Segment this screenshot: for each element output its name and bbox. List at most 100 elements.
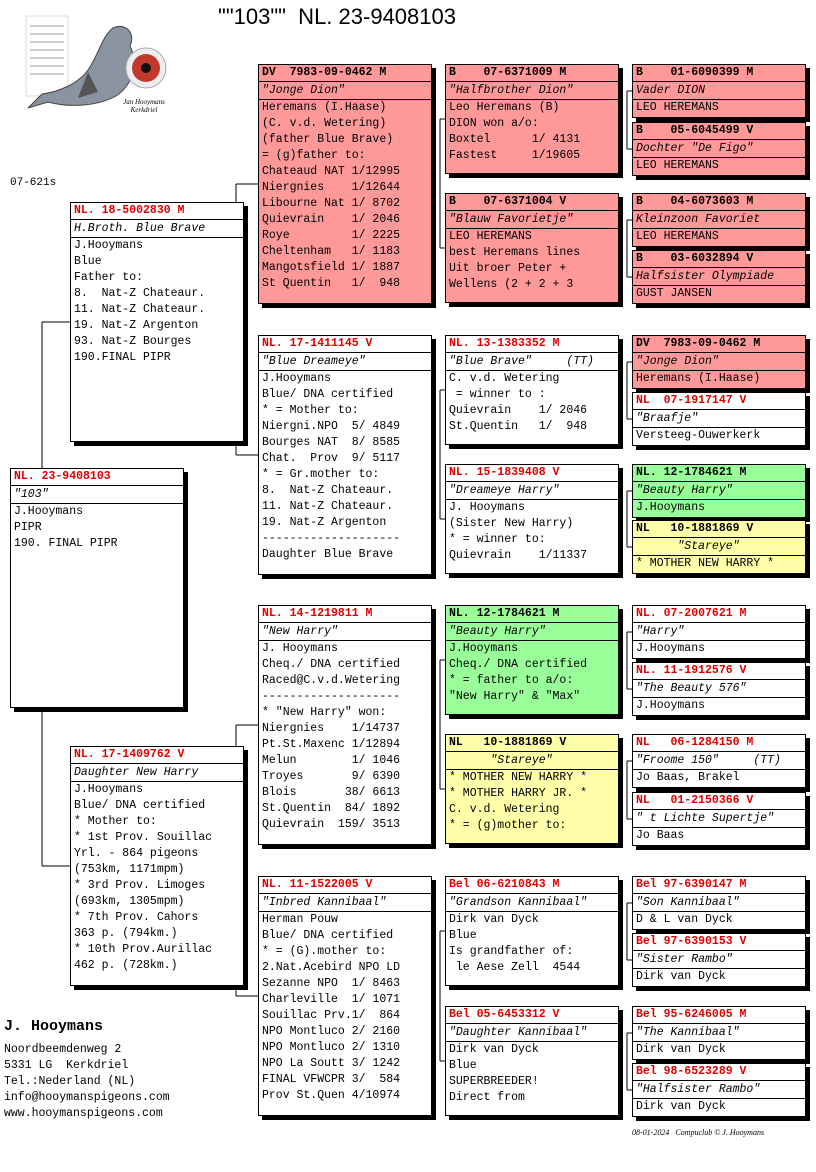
info-line: C. v.d. Wetering: [449, 803, 560, 816]
info-line: * MOTHER HARRY JR. *: [449, 787, 588, 800]
info-line: Libourne Nat 1/ 8702: [262, 197, 401, 210]
info-line: * Mother to:: [74, 815, 157, 828]
pedigree-box: NL. 15-1839408 V "Dreameye Harry" J. Hooym…: [445, 464, 619, 574]
info-line: J.Hooymans: [636, 501, 706, 514]
info-line: 93. Nat-Z Bourges: [74, 335, 192, 348]
info-line: (C. v.d. Wetering): [262, 117, 387, 130]
info-line: PIPR: [14, 521, 42, 534]
pigeon-name: "Stareye": [449, 754, 553, 767]
info-line: Blue: [74, 255, 102, 268]
pigeon-info: * MOTHER NEW HARRY * * MOTHER HARRY JR. *…: [446, 769, 618, 834]
pigeon-info: LEO HEREMANS best Heremans lines Uit broer…: [446, 228, 618, 293]
ring-number: NL 01-2150366 V: [633, 793, 805, 810]
info-line: Blue: [449, 929, 477, 942]
pedigree-box: Bel 06-6210843 M "Grandson Kannibaal" Dirk…: [445, 876, 619, 986]
info-line: Roye 1/ 2225: [262, 229, 401, 242]
pedigree-box: Bel 05-6453312 V "Daughter Kannibaal" Dirk…: [445, 1006, 619, 1116]
pigeon-info: LEO HEREMANS: [633, 157, 805, 174]
info-line: (693km, 1305mpm): [74, 895, 185, 908]
pedigree-box: B 07-6371009 M "Halfbrother Dion" Leo Here…: [445, 64, 619, 174]
pedigree-box: NL. 11-1522005 V "Inbred Kannibaal" Herman…: [258, 876, 432, 1116]
info-line: 19. Nat-Z Argenton: [74, 319, 199, 332]
pigeon-name: "Froome 150" (TT): [636, 754, 781, 767]
info-line: 363 p. (794km.): [74, 927, 178, 940]
info-line: Niergnies 1/12644: [262, 181, 401, 194]
logo: Jan Hooymans Kerkdriel: [25, 15, 167, 114]
pigeon-info: Dirk van Dyck Blue SUPERBREEDER! Direct fro…: [446, 1041, 618, 1106]
pigeon-name: "Halfbrother Dion": [449, 84, 574, 97]
info-line: Chateaud NAT 1/12995: [262, 165, 401, 178]
pigeon-name: "Sister Rambo": [636, 953, 733, 966]
info-line: Yrl. - 864 pigeons: [74, 847, 199, 860]
ring-number: NL 10-1881869 V: [446, 735, 618, 752]
info-line: Blue: [449, 1059, 477, 1072]
info-line: LEO HEREMANS: [449, 230, 532, 243]
ring-number: NL. 11-1522005 V: [259, 877, 431, 894]
info-line: Niergnies 1/14737: [262, 722, 401, 735]
pigeon-name: "Blue Dreameye": [262, 355, 366, 368]
info-line: Wellens (2 + 2 + 3: [449, 278, 574, 291]
info-line: Dirk van Dyck: [636, 970, 726, 983]
info-line: Quievrain 1/ 2046: [262, 213, 401, 226]
info-line: Dirk van Dyck: [636, 1100, 726, 1113]
pigeon-info: Dirk van Dyck: [633, 1098, 805, 1115]
info-line: Father to:: [74, 271, 144, 284]
pedigree-box: B 07-6371004 V "Blauw Favorietje" LEO HERE…: [445, 193, 619, 303]
info-line: (Sister New Harry): [449, 517, 574, 530]
info-line: J. Hooymans: [449, 501, 525, 514]
info-line: DION won a/o:: [449, 117, 539, 130]
pigeon-name: "The Beauty 576": [636, 682, 747, 695]
eye-pupil: [141, 63, 151, 73]
info-line: Niergni.NPO 5/ 4849: [262, 420, 401, 433]
pigeon-name: "Son Kannibaal": [636, 896, 740, 909]
pigeon-info: J. Hooymans (Sister New Harry) * = winner …: [446, 499, 618, 564]
logo-place: Kerkdriel: [130, 106, 158, 114]
pigeon-info: Jo Baas: [633, 827, 805, 844]
info-line: St.Quentin 84/ 1892: [262, 802, 401, 815]
pigeon-info: Heremans (I.Haase) (C. v.d. Wetering) (fat…: [259, 99, 431, 292]
info-line: * = father to a/o:: [449, 674, 574, 687]
info-line: J.Hooymans: [14, 505, 84, 518]
pedigree-box: B 04-6073603 M Kleinzoon Favoriet LEO HERE…: [632, 193, 806, 247]
info-line: --------------------: [262, 532, 401, 545]
info-line: Souillac Prv.1/ 864: [262, 1009, 401, 1022]
info-line: Heremans (I.Haase): [636, 372, 761, 385]
pigeon-info: J.Hooymans Blue/ DNA certified * = Mother …: [259, 370, 431, 563]
info-line: NPO Montluco 2/ 1310: [262, 1041, 401, 1054]
info-line: Mangotsfield 1/ 1887: [262, 261, 401, 274]
info-line: * 3rd Prov. Limoges: [74, 879, 206, 892]
pigeon-name: "Beauty Harry": [636, 484, 733, 497]
info-line: J.Hooymans: [636, 642, 706, 655]
info-line: 190. FINAL PIPR: [14, 537, 118, 550]
pedigree-box: Bel 95-6246005 M "The Kannibaal" Dirk van …: [632, 1006, 806, 1060]
info-line: * = winner to:: [449, 533, 546, 546]
pigeon-name: Daughter New Harry: [74, 766, 199, 779]
pedigree-box: NL. 12-1784621 M "Beauty Harry" J.Hooymans…: [445, 605, 619, 715]
ring-number: NL. 14-1219811 M: [259, 606, 431, 623]
info-line: 11. Nat-Z Chateaur.: [262, 500, 394, 513]
pedigree-box: Bel 97-6390147 M "Son Kannibaal" D & L van…: [632, 876, 806, 930]
ring-number: NL. 12-1784621 M: [446, 606, 618, 623]
pedigree-box: Bel 98-6523289 V "Halfsister Rambo" Dirk v…: [632, 1063, 806, 1117]
pedigree-box: NL. 18-5002830 M H.Broth. Blue Brave J.Hoo…: [70, 202, 244, 442]
pigeon-name: "Blauw Favorietje": [449, 213, 574, 226]
info-line: Chat. Prov 9/ 5117: [262, 452, 401, 465]
info-line: Dirk van Dyck: [636, 1043, 726, 1056]
info-line: Direct from: [449, 1091, 525, 1104]
ring-number: Bel 98-6523289 V: [633, 1064, 805, 1081]
info-line: Blue/ DNA certified: [262, 929, 394, 942]
info-line: Fastest 1/19605: [449, 149, 581, 162]
pedigree-box: B 01-6090399 M Vader DION LEO HEREMANS: [632, 64, 806, 118]
pigeon-info: Dirk van Dyck: [633, 968, 805, 985]
info-line: Quievrain 159/ 3513: [262, 818, 401, 831]
info-line: 11. Nat-Z Chateaur.: [74, 303, 206, 316]
info-line: 190.FINAL PIPR: [74, 351, 171, 364]
pigeon-info: J.Hooymans: [633, 640, 805, 657]
pedigree-box: NL. 17-1409762 V Daughter New Harry J.Hooy…: [70, 746, 244, 986]
info-line: * MOTHER NEW HARRY *: [636, 557, 775, 570]
address-line: info@hooymanspigeons.com: [4, 1091, 170, 1104]
info-line: Cheltenham 1/ 1183: [262, 245, 401, 258]
ring-number: B 07-6371004 V: [446, 194, 618, 211]
info-line: Pt.St.Maxenc 1/12894: [262, 738, 401, 751]
